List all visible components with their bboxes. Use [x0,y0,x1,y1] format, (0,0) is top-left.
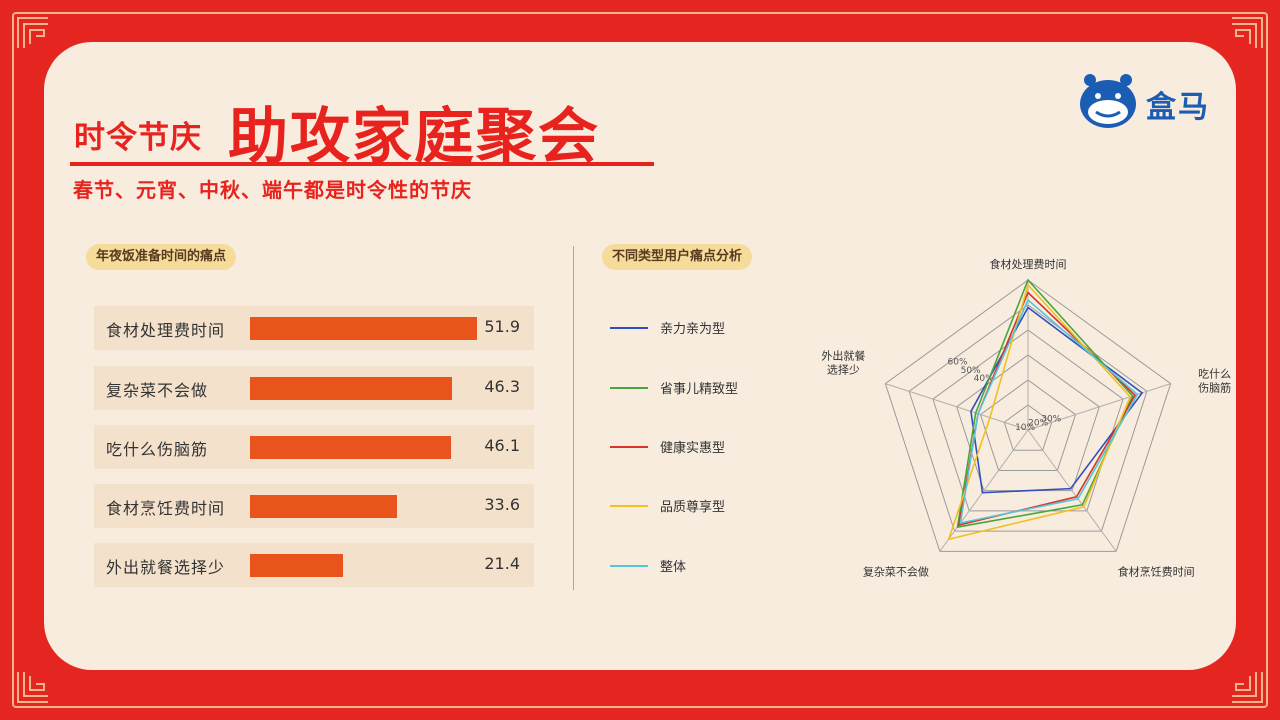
bar-row: 食材处理费时间 51.9 [94,306,534,350]
radar-spoke [1027,429,1117,552]
radar-tick-label: 40% [974,374,994,384]
title-underline [70,162,654,166]
radar-series-line [970,306,1144,494]
bar-label: 外出就餐选择少 [106,558,226,577]
legend-swatch [610,565,648,567]
radar-axis-label: 伤脑筋 [1198,381,1231,395]
radar-axis-label: 食材处理费时间 [990,257,1067,271]
radar-axis-label: 复杂菜不会做 [863,564,929,578]
bar-label: 食材烹饪费时间 [106,499,226,518]
legend-swatch [610,387,648,389]
bar-value-label: 46.3 [484,377,520,396]
radar-tick-label: 10% [1015,423,1035,433]
legend-label: 健康实惠型 [660,441,726,456]
radar-chart-title: 不同类型用户痛点分析 [602,244,753,270]
radar-axis-label: 食材烹饪费时间 [1118,564,1195,578]
bar-label: 吃什么伤脑筋 [106,440,209,459]
bar-row: 外出就餐选择少 21.4 [94,543,534,587]
bar-value-label: 33.6 [484,495,520,514]
page-title: 时令节庆 助攻家庭聚会 [70,88,655,172]
radar-grid-ring [884,279,1172,552]
radar-spoke [885,383,1029,431]
bar-chart-title: 年夜饭准备时间的痛点 [86,244,237,270]
radar-axis-label: 吃什么 [1198,368,1231,381]
radar-tick-label: 60% [948,358,968,368]
legend-label: 亲力亲为型 [660,322,726,337]
legend-swatch [610,505,648,507]
bar-value-label: 21.4 [484,554,520,573]
bar-value-label: 51.9 [484,317,520,336]
page-subtitle: 春节、元宵、中秋、端午都是时令性的节庆 [73,178,472,202]
bar [250,554,344,577]
radar-spoke [1027,383,1171,431]
radar-series-line [959,298,1139,525]
title-big-text: 助攻家庭聚会 [228,102,600,172]
section-divider [573,246,574,590]
radar-spoke [939,429,1029,552]
radar-grid-ring [1003,404,1053,451]
bar [250,436,452,459]
bar-row: 复杂菜不会做 46.3 [94,366,534,410]
radar-grid-ring [932,329,1124,512]
radar-grid-ring [908,304,1148,532]
radar-axis-label: 选择少 [827,363,860,377]
radar-tick-label: 50% [961,366,981,376]
logo-text: 盒马 [1146,90,1210,125]
legend-label: 省事儿精致型 [660,382,739,397]
legend-swatch [610,327,648,329]
bar-label: 复杂菜不会做 [106,381,209,400]
legend-label: 品质尊享型 [660,500,726,515]
hippo-logo-icon [1080,74,1136,128]
bar [250,317,477,340]
radar-axis-label: 外出就餐 [821,349,865,363]
legend-swatch [610,446,648,448]
radar-series-line [947,283,1132,541]
bar-row: 吃什么伤脑筋 46.1 [94,425,534,469]
corner-pattern-icon [17,672,48,703]
frame-outer-line [12,12,1268,708]
bar-value-label: 46.1 [484,436,520,455]
legend-label: 整体 [660,560,687,575]
bar-label: 食材处理费时间 [106,321,226,340]
radar-tick-label: 20% [1028,419,1048,429]
radar-tick-label: 30% [1041,414,1061,424]
corner-pattern-icon [17,17,48,48]
radar-grid-ring [979,379,1077,471]
corner-pattern-icon [1232,17,1263,48]
title-small-text: 时令节庆 [74,120,202,156]
corner-pattern-icon [1232,672,1263,703]
bar-row: 食材烹饪费时间 33.6 [94,484,534,528]
bar [250,377,453,400]
bar [250,495,397,518]
